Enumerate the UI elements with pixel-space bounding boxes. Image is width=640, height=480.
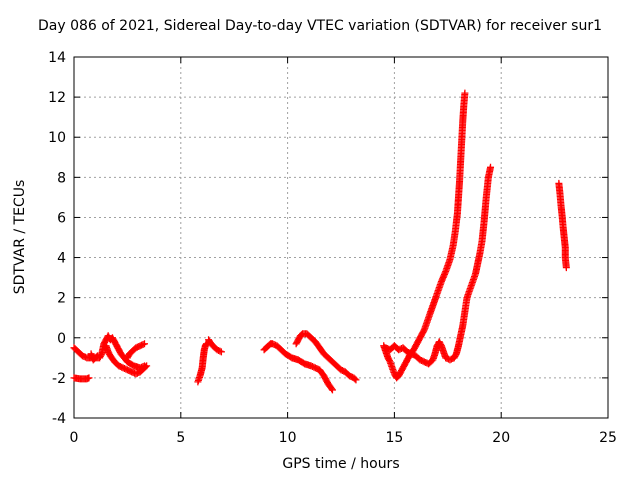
x-axis-label: GPS time / hours bbox=[282, 456, 400, 472]
data-point bbox=[328, 386, 336, 394]
data-point bbox=[139, 340, 147, 348]
y-tick-label: 10 bbox=[48, 130, 66, 146]
axis-ticks: 0 5 10 15 20 25 -4 -2 0 2 4 6 8 10 12 14 bbox=[48, 50, 617, 446]
chart-title: Day 086 of 2021, Sidereal Day-to-day VTE… bbox=[37, 18, 603, 34]
y-tick-label: 4 bbox=[57, 251, 66, 267]
x-tick-label: 25 bbox=[599, 430, 617, 446]
data-points bbox=[70, 89, 570, 394]
y-tick-label: 2 bbox=[57, 291, 66, 307]
data-point bbox=[461, 89, 469, 97]
data-point bbox=[85, 374, 93, 382]
x-tick-label: 20 bbox=[492, 430, 510, 446]
y-tick-label: 0 bbox=[57, 331, 66, 347]
y-tick-label: 12 bbox=[48, 90, 66, 106]
y-tick-label: 14 bbox=[48, 50, 66, 66]
y-tick-label: 8 bbox=[57, 170, 66, 186]
data-point bbox=[217, 348, 225, 356]
y-tick-label: -2 bbox=[52, 371, 66, 387]
plot-frame bbox=[73, 56, 609, 419]
data-point bbox=[487, 163, 495, 171]
grid-lines bbox=[74, 57, 608, 418]
y-tick-label: 6 bbox=[57, 210, 66, 226]
x-tick-label: 5 bbox=[176, 430, 185, 446]
y-axis-label: SDTVAR / TECUs bbox=[12, 179, 28, 295]
x-tick-label: 0 bbox=[70, 430, 79, 446]
x-tick-label: 10 bbox=[279, 430, 297, 446]
data-point bbox=[142, 363, 150, 371]
data-point bbox=[328, 385, 336, 393]
data-point bbox=[143, 362, 151, 370]
data-point bbox=[351, 375, 359, 383]
x-tick-label: 15 bbox=[385, 430, 403, 446]
y-tick-label: -4 bbox=[52, 411, 66, 427]
data-point bbox=[562, 264, 570, 272]
data-point bbox=[140, 340, 148, 348]
data-point bbox=[352, 376, 360, 384]
data-point bbox=[216, 347, 224, 355]
